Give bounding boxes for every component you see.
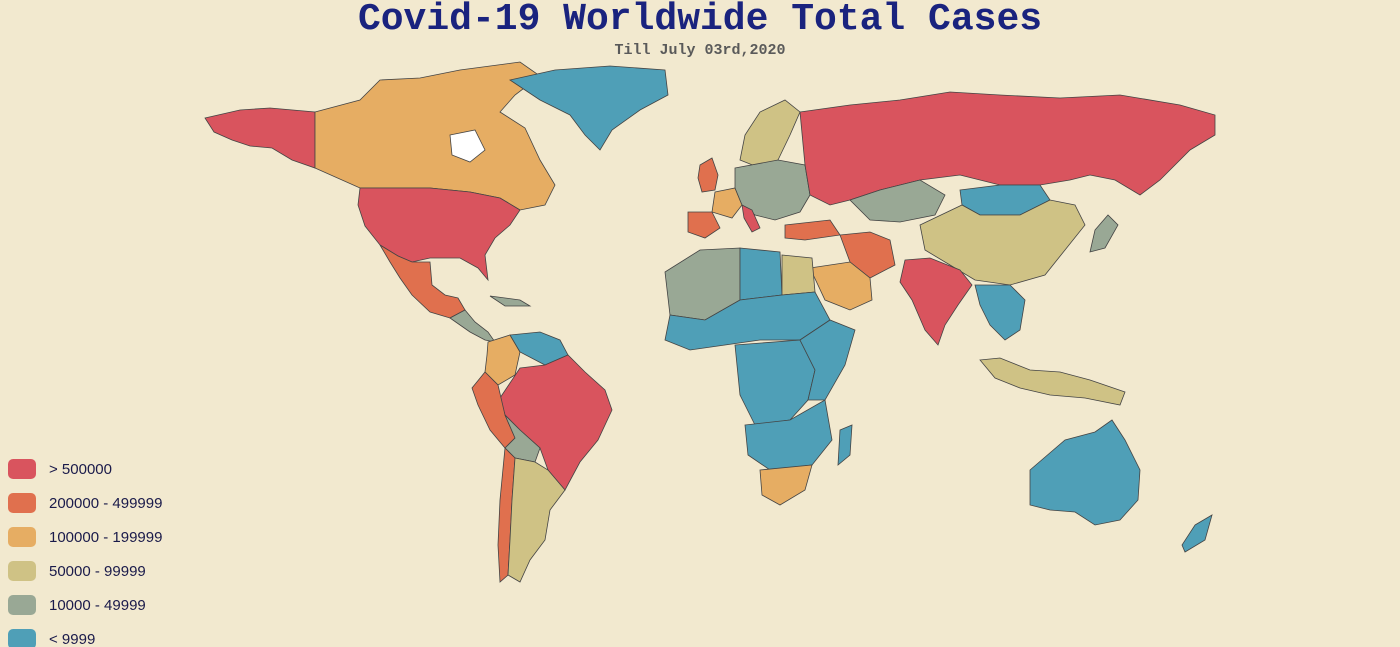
region-uk[interactable] bbox=[697, 157, 719, 193]
region-madagascar[interactable] bbox=[837, 424, 853, 466]
legend-item-under-9999[interactable]: < 9999 bbox=[8, 622, 162, 647]
region-scandinavia[interactable] bbox=[739, 99, 801, 169]
legend-item-100000-199999[interactable]: 100000 - 199999 bbox=[8, 520, 162, 554]
region-spain[interactable] bbox=[687, 211, 721, 239]
legend-swatch bbox=[8, 595, 36, 615]
region-egypt[interactable] bbox=[781, 254, 816, 296]
region-usa[interactable] bbox=[357, 187, 521, 282]
region-indonesia[interactable] bbox=[979, 357, 1126, 406]
region-turkey[interactable] bbox=[784, 219, 841, 241]
region-italy[interactable] bbox=[741, 204, 761, 233]
region-japan[interactable] bbox=[1089, 214, 1119, 253]
legend-label: 200000 - 499999 bbox=[49, 494, 163, 512]
region-kazakhstan[interactable] bbox=[849, 179, 946, 223]
legend-swatch bbox=[8, 459, 36, 479]
legend-label: 10000 - 49999 bbox=[49, 596, 146, 614]
map-title: Covid-19 Worldwide Total Cases bbox=[357, 0, 1043, 41]
region-mexico[interactable] bbox=[379, 244, 466, 319]
region-saudi-arabia[interactable] bbox=[809, 261, 873, 311]
region-australia[interactable] bbox=[1029, 419, 1141, 526]
region-india[interactable] bbox=[899, 257, 973, 346]
legend-swatch bbox=[8, 561, 36, 581]
region-canada-hudson bbox=[449, 129, 486, 163]
legend-label: 100000 - 199999 bbox=[49, 528, 163, 546]
map-subtitle: Till July 03rd,2020 bbox=[614, 42, 786, 59]
region-east-africa[interactable] bbox=[799, 319, 856, 401]
region-southern-africa[interactable] bbox=[744, 399, 833, 471]
region-argentina[interactable] bbox=[507, 457, 566, 583]
region-caribbean[interactable] bbox=[489, 295, 532, 307]
legend-item-over-500000[interactable]: > 500000 bbox=[8, 452, 162, 486]
legend-label: 50000 - 99999 bbox=[49, 562, 146, 580]
legend-label: < 9999 bbox=[49, 630, 96, 647]
legend-swatch bbox=[8, 527, 36, 547]
region-central-america[interactable] bbox=[449, 309, 496, 343]
legend-item-10000-49999[interactable]: 10000 - 49999 bbox=[8, 588, 162, 622]
region-new-zealand[interactable] bbox=[1181, 514, 1213, 553]
region-alaska[interactable] bbox=[204, 107, 316, 169]
region-europe-east[interactable] bbox=[734, 159, 811, 221]
region-south-africa[interactable] bbox=[759, 464, 813, 506]
legend-label: > 500000 bbox=[49, 460, 112, 478]
legend-item-50000-99999[interactable]: 50000 - 99999 bbox=[8, 554, 162, 588]
region-greenland[interactable] bbox=[508, 65, 669, 151]
region-france[interactable] bbox=[711, 187, 743, 219]
region-southeast-asia[interactable] bbox=[974, 284, 1026, 341]
legend: > 500000 200000 - 499999 100000 - 199999… bbox=[8, 452, 162, 647]
region-libya[interactable] bbox=[739, 247, 783, 301]
legend-swatch bbox=[8, 629, 36, 647]
legend-swatch bbox=[8, 493, 36, 513]
legend-item-200000-499999[interactable]: 200000 - 499999 bbox=[8, 486, 162, 520]
